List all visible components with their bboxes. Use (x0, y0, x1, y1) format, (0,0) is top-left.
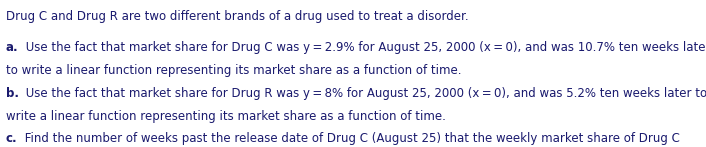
Text: write a linear function representing its market share as a function of time.: write a linear function representing its… (6, 110, 445, 122)
Text: Use the fact that market share for Drug R was y = 8% for August 25, 2000 (x = 0): Use the fact that market share for Drug … (23, 87, 706, 100)
Text: Drug C and Drug R are two different brands of a drug used to treat a disorder.: Drug C and Drug R are two different bran… (6, 10, 468, 23)
Text: c.: c. (6, 132, 17, 145)
Text: to write a linear function representing its market share as a function of time.: to write a linear function representing … (6, 64, 461, 77)
Text: a.: a. (6, 41, 18, 54)
Text: b.: b. (6, 87, 18, 100)
Text: Find the number of weeks past the release date of Drug C (August 25) that the we: Find the number of weeks past the releas… (20, 132, 679, 145)
Text: Use the fact that market share for Drug C was y = 2.9% for August 25, 2000 (x = : Use the fact that market share for Drug … (22, 41, 706, 54)
